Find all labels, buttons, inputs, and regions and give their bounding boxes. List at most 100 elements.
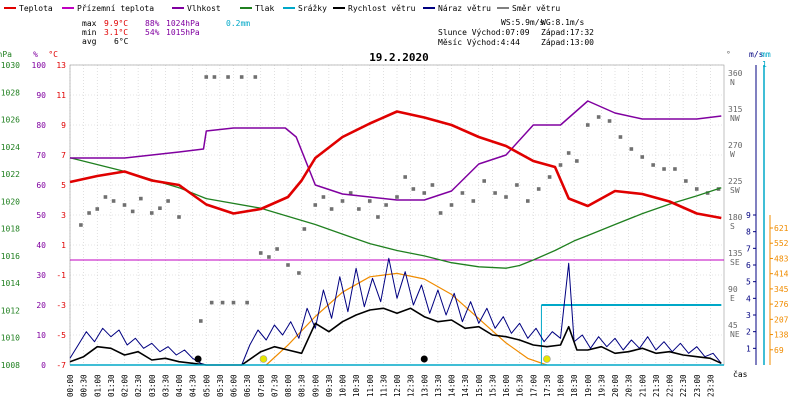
axis-tick-wm2: 138 <box>774 331 789 340</box>
wind-direction-point <box>297 271 301 275</box>
wind-direction-point <box>87 211 91 215</box>
axis-tick-hPa: 1018 <box>1 225 20 234</box>
axis-tick-dir-deg: 180 <box>728 213 743 222</box>
x-tick-label: 11:30 <box>379 374 388 397</box>
plot-grid <box>69 64 725 366</box>
axis-title-pct: % <box>33 50 38 59</box>
wind-direction-point <box>158 206 162 210</box>
wind-direction-point <box>585 123 590 127</box>
x-tick-label: 10:30 <box>352 374 361 397</box>
wind-direction-point <box>438 211 443 215</box>
x-tick-label: 13:30 <box>434 374 443 397</box>
wind-direction-point <box>199 319 203 323</box>
axis-title-dir: ° <box>726 50 731 59</box>
axis-tick-degC: -3 <box>56 301 66 310</box>
axis-tick-dir-label: N <box>730 78 735 87</box>
legend-label: Náraz větru <box>438 4 491 13</box>
wind-direction-point <box>226 75 230 79</box>
wind-direction-point <box>430 183 435 187</box>
wind-direction-point <box>130 209 135 214</box>
wind-direction-point <box>258 251 263 255</box>
axis-tick-degC: 3 <box>61 211 66 220</box>
x-tick-label: 09:30 <box>325 374 334 397</box>
axis-tick-ms: 9 <box>746 211 751 220</box>
wind-direction-point <box>515 183 519 187</box>
axis-tick-hPa: 1022 <box>1 170 20 179</box>
wind-direction-point <box>95 207 100 211</box>
axis-tick-hPa: 1028 <box>1 88 20 97</box>
wind-speed-line <box>69 307 722 366</box>
axis-tick-pct: 0 <box>41 361 46 370</box>
x-tick-label: 07:30 <box>270 374 279 397</box>
axis-tick-pct: 100 <box>32 61 47 70</box>
axis-tick-hPa: 1026 <box>1 116 20 125</box>
axis-tick-hPa: 1030 <box>1 61 20 70</box>
axis-tick-pct: 80 <box>36 121 46 130</box>
wind-direction-point <box>166 199 170 203</box>
wind-direction-point <box>640 155 645 159</box>
x-tick-label: 11:00 <box>366 374 375 397</box>
axis-tick-degC: 5 <box>61 181 66 190</box>
wind-direction-point <box>607 119 612 123</box>
axis-tick-pct: 50 <box>36 211 46 220</box>
axis-tick-wm2: 69 <box>774 346 784 355</box>
axis-tick-ms: 4 <box>746 294 751 303</box>
legend-label: Tlak <box>255 4 274 13</box>
stat-pressure: 1024hPa <box>166 19 200 28</box>
wind-direction-point <box>253 75 258 79</box>
stat-pressure: 1015hPa <box>166 28 200 37</box>
wind-direction-point <box>596 115 601 119</box>
wind-direction-point <box>526 199 530 203</box>
axis-title-degC: °C <box>48 50 58 59</box>
moon-marker <box>194 355 202 363</box>
legend-label: Směr větru <box>512 4 560 13</box>
axis-tick-wm2: 621 <box>774 224 789 233</box>
axis-tick-ms: 3 <box>746 311 751 320</box>
wind-direction-point <box>547 175 552 179</box>
sun-set-info: Západ:17:32 <box>541 28 594 37</box>
wind-direction-point <box>684 179 688 183</box>
axis-tick-dir-deg: 360 <box>728 69 743 78</box>
axis-tick-pct: 40 <box>36 241 46 250</box>
wind-direction-point <box>149 211 154 215</box>
wind-direction-point <box>220 300 225 305</box>
x-tick-label: 19:30 <box>597 374 606 397</box>
axis-tick-ms: 8 <box>746 228 751 237</box>
wind-direction-point <box>267 255 271 259</box>
x-tick-label: 00:30 <box>80 374 89 397</box>
x-tick-label: 20:30 <box>625 374 634 397</box>
axis-title-hPa: hPa <box>0 50 12 59</box>
x-tick-label: 13:00 <box>420 374 429 397</box>
axis-tick-hPa: 1012 <box>1 306 20 315</box>
wind-direction-point <box>618 135 623 139</box>
axis-tick-wm2: 345 <box>774 285 789 294</box>
legend-label: Přízemní teplota <box>77 4 154 13</box>
wind-direction-point <box>705 191 710 195</box>
x-tick-label: 00:00 <box>66 374 75 397</box>
sun-marker <box>259 355 268 363</box>
stat-rain: 0.2mm <box>226 19 250 28</box>
axis-tick-ms: 2 <box>746 328 751 337</box>
x-tick-label: 07:00 <box>257 374 266 397</box>
wind-direction-point <box>411 187 416 191</box>
wind-direction-point <box>302 227 307 231</box>
wind-direction-point <box>329 207 334 211</box>
stat-humidity: 54% <box>145 28 160 37</box>
wind-direction-point <box>122 203 127 207</box>
wind-direction-point <box>493 191 497 195</box>
axes: hPa1030102810261024102210201018101610141… <box>0 50 789 397</box>
wind-direction-point <box>629 147 634 151</box>
axis-tick-dir-label: S <box>730 222 735 231</box>
axis-tick-wm2: 483 <box>774 254 789 263</box>
axis-tick-dir-deg: 90 <box>728 285 738 294</box>
wind-direction-point <box>357 207 361 211</box>
chart-title: 19.2.2020 <box>369 51 429 64</box>
x-tick-label: 08:00 <box>284 374 293 397</box>
x-tick-label: 14:30 <box>461 374 470 397</box>
wind-direction-point <box>212 75 217 79</box>
axis-tick-hPa: 1014 <box>1 279 20 288</box>
wind-speed-info: WS:5.9m/s <box>501 18 545 27</box>
axis-tick-dir-deg: 315 <box>728 105 743 114</box>
x-axis-label: čas <box>733 369 748 379</box>
x-tick-label: 08:30 <box>298 374 307 397</box>
